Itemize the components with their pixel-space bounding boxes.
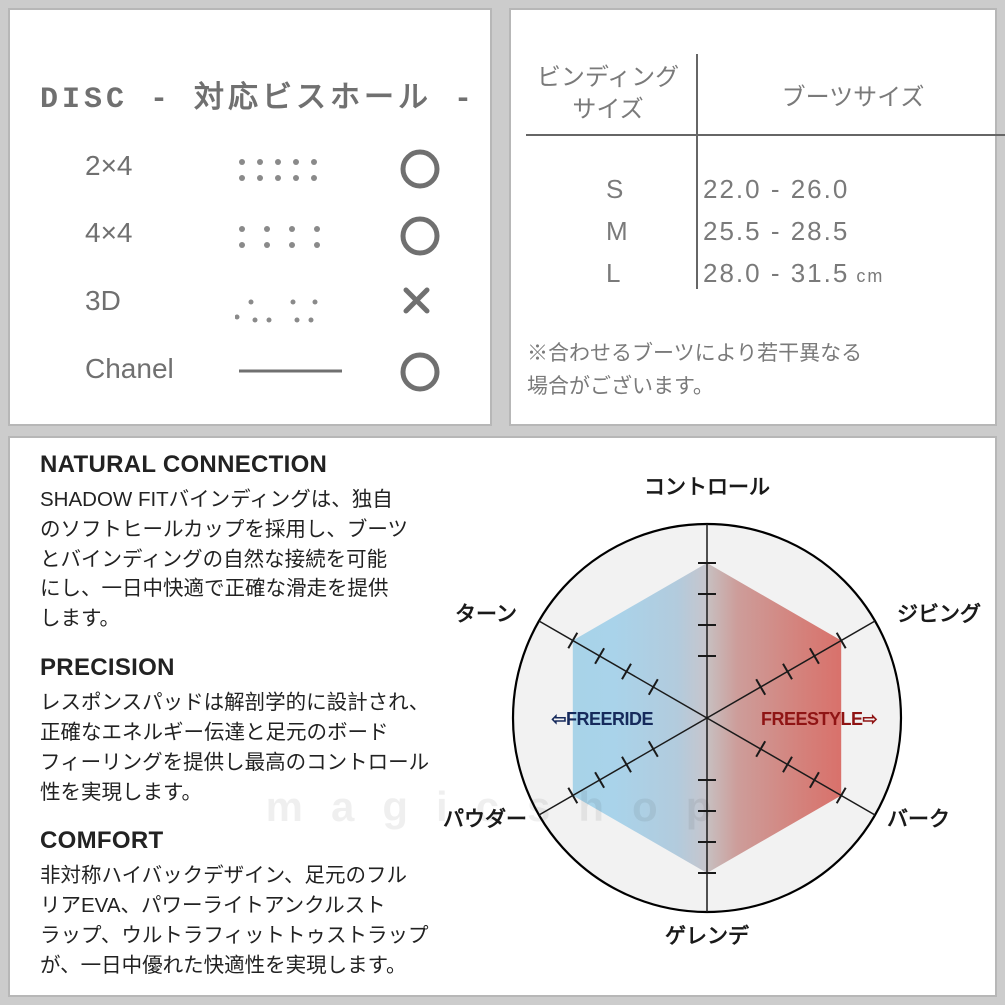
svg-text:コントロール: コントロール bbox=[644, 476, 770, 499]
svg-text:⇦FREERIDE: ⇦FREERIDE bbox=[550, 709, 653, 729]
svg-text:ゲレンデ: ゲレンデ bbox=[665, 924, 750, 948]
svg-text:ターン: ターン bbox=[455, 603, 517, 626]
svg-text:ジビング: ジビング bbox=[897, 602, 981, 626]
svg-text:FREESTYLE⇨: FREESTYLE⇨ bbox=[761, 709, 878, 729]
